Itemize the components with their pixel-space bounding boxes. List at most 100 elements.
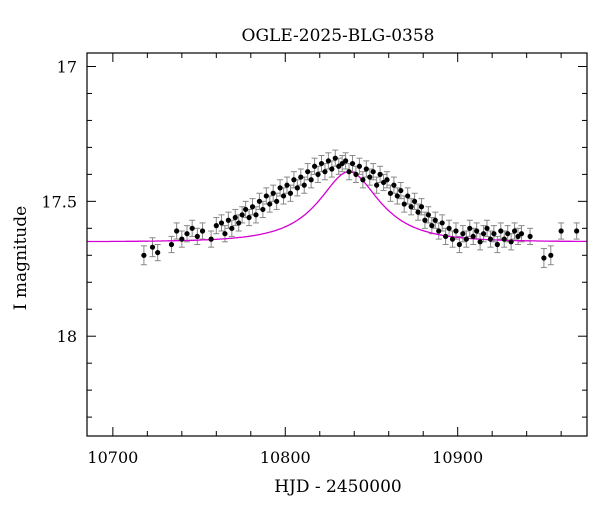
data-point <box>274 198 280 204</box>
data-point <box>363 166 369 172</box>
data-point <box>213 223 219 229</box>
data-point <box>470 233 476 240</box>
data-point <box>280 193 287 199</box>
data-point <box>401 201 407 207</box>
data-point <box>194 233 200 240</box>
x-axis-label: HJD - 2450000 <box>274 477 402 497</box>
data-point <box>291 177 297 183</box>
data-point <box>249 204 256 210</box>
data-point <box>246 214 252 221</box>
data-point <box>322 169 328 175</box>
data-point <box>356 163 363 169</box>
y-tick-label: 17 <box>57 57 77 76</box>
data-point <box>558 228 564 234</box>
data-point <box>480 231 487 237</box>
y-tick-label: 17.5 <box>41 192 77 211</box>
data-point <box>505 231 511 237</box>
data-point <box>387 190 394 196</box>
data-point <box>349 160 356 167</box>
data-point <box>436 228 442 234</box>
data-point <box>467 225 473 231</box>
data-point <box>418 204 425 210</box>
data-point <box>346 169 352 175</box>
data-point <box>232 214 238 221</box>
data-point <box>574 228 580 234</box>
data-point <box>253 212 259 218</box>
data-point <box>332 155 338 161</box>
data-point <box>501 236 507 242</box>
data-point <box>425 212 431 218</box>
data-points <box>141 155 580 261</box>
data-point <box>298 174 304 180</box>
data-point <box>474 228 480 234</box>
data-point <box>494 241 500 248</box>
data-point <box>229 225 235 231</box>
data-point <box>149 244 156 250</box>
chart-title: OGLE-2025-BLG-0358 <box>242 26 435 46</box>
data-point <box>511 228 518 234</box>
data-point <box>374 182 380 188</box>
data-point <box>398 187 404 194</box>
data-point <box>453 228 459 234</box>
data-point <box>308 177 314 183</box>
data-point <box>527 233 533 240</box>
data-point <box>498 228 504 234</box>
data-point <box>367 174 373 180</box>
data-point <box>270 190 276 196</box>
data-point <box>174 228 180 234</box>
data-point <box>277 185 283 191</box>
data-point <box>415 209 421 215</box>
data-point <box>405 193 411 199</box>
data-point <box>491 231 497 237</box>
data-point <box>329 166 335 172</box>
data-point <box>184 231 190 237</box>
data-point <box>256 198 263 204</box>
data-point <box>408 204 414 210</box>
data-point <box>225 217 231 223</box>
x-tick-label: 10900 <box>432 448 483 467</box>
data-point <box>446 225 452 231</box>
data-point <box>394 193 400 199</box>
data-point <box>208 236 214 242</box>
data-point <box>267 201 273 207</box>
data-point <box>443 233 449 240</box>
data-point <box>360 177 366 183</box>
data-point <box>168 241 175 248</box>
x-tick-label: 10800 <box>260 448 311 467</box>
data-point <box>487 236 494 242</box>
data-point <box>199 228 206 234</box>
data-point <box>460 231 466 237</box>
data-point <box>422 217 428 223</box>
data-point <box>439 220 445 226</box>
data-point <box>449 236 456 242</box>
x-tick-label: 10700 <box>87 448 138 467</box>
data-point <box>218 220 225 226</box>
data-point <box>243 206 249 213</box>
data-point <box>141 252 147 258</box>
data-point <box>318 160 325 167</box>
data-point <box>260 206 266 213</box>
axis-ticks: 10700 10800 10900 17 17.5 18 <box>41 53 587 467</box>
data-point <box>411 198 418 204</box>
data-point <box>370 169 376 175</box>
data-point <box>432 217 438 223</box>
y-axis-label: I magnitude <box>11 206 31 310</box>
data-point <box>263 193 269 199</box>
data-point <box>305 169 311 175</box>
data-point <box>384 177 390 183</box>
plot-frame <box>86 52 588 437</box>
data-point <box>315 171 321 177</box>
data-point <box>477 239 483 245</box>
data-point <box>456 241 463 248</box>
data-point <box>353 171 359 177</box>
data-point <box>541 255 547 261</box>
data-point <box>179 236 185 242</box>
data-point <box>189 225 195 231</box>
data-point <box>463 236 469 242</box>
data-point <box>343 158 349 164</box>
data-point <box>484 225 490 231</box>
data-point <box>301 182 307 188</box>
data-point <box>548 252 554 258</box>
data-point <box>287 190 294 196</box>
